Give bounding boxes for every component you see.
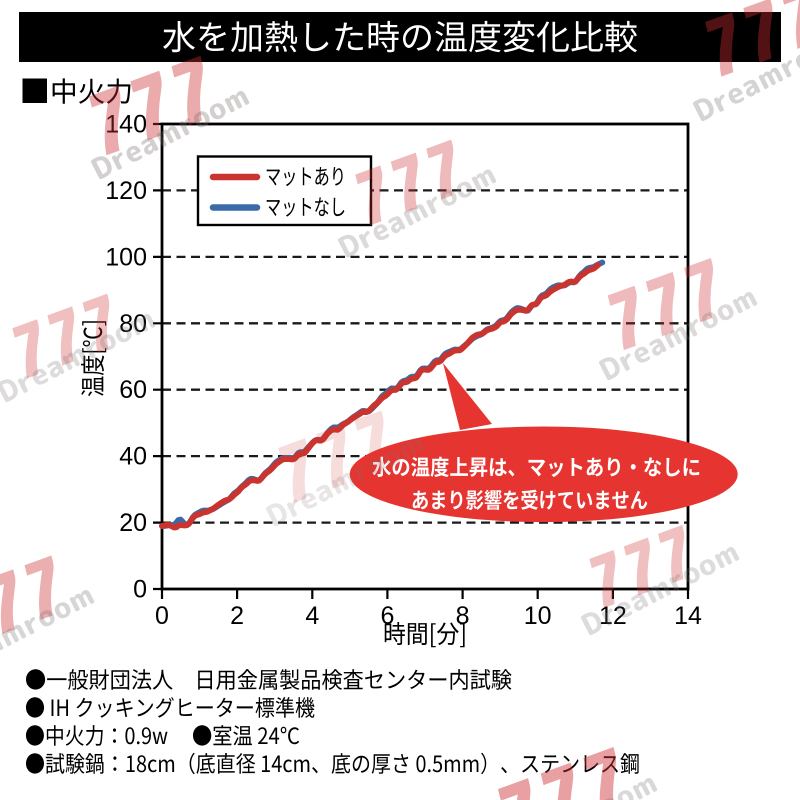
svg-text:100: 100 <box>105 243 147 271</box>
svg-text:80: 80 <box>119 310 147 338</box>
svg-text:12: 12 <box>599 602 627 630</box>
svg-text:20: 20 <box>119 509 147 537</box>
svg-text:60: 60 <box>119 376 147 404</box>
svg-text:14: 14 <box>674 602 702 630</box>
svg-text:40: 40 <box>119 443 147 471</box>
svg-text:4: 4 <box>305 602 319 630</box>
svg-text:120: 120 <box>105 177 147 205</box>
svg-text:8: 8 <box>456 602 470 630</box>
svg-text:0: 0 <box>155 602 169 630</box>
svg-text:140: 140 <box>105 111 147 139</box>
svg-text:10: 10 <box>524 602 552 630</box>
svg-text:0: 0 <box>133 576 147 604</box>
svg-text:2: 2 <box>230 602 244 630</box>
svg-text:6: 6 <box>380 602 394 630</box>
